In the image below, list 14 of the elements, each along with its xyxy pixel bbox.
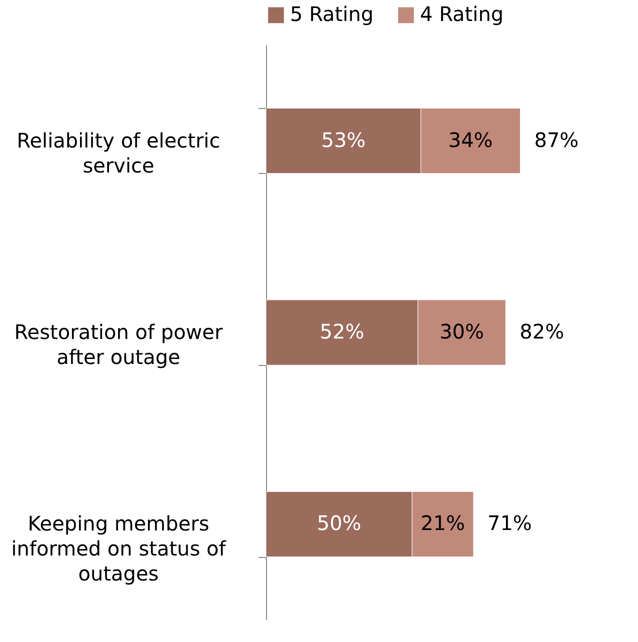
total-label: 87% bbox=[534, 128, 579, 152]
y-tick-label: Restoration of power after outage bbox=[14, 320, 224, 369]
data-label: 53% bbox=[321, 128, 366, 152]
y-tick-label: Keeping members informed on status of outages bbox=[11, 512, 227, 586]
data-label: 34% bbox=[448, 128, 493, 152]
legend-label: 5 Rating bbox=[290, 2, 374, 26]
data-label: 30% bbox=[440, 320, 484, 344]
y-tick-label: Reliability of electric service bbox=[16, 128, 220, 178]
data-label: 50% bbox=[316, 511, 362, 536]
total-label: 71% bbox=[487, 511, 532, 536]
total-label: 82% bbox=[520, 320, 564, 344]
data-label: 21% bbox=[420, 511, 466, 536]
legend-label: 4 Rating bbox=[420, 2, 504, 26]
data-label: 52% bbox=[320, 320, 364, 344]
